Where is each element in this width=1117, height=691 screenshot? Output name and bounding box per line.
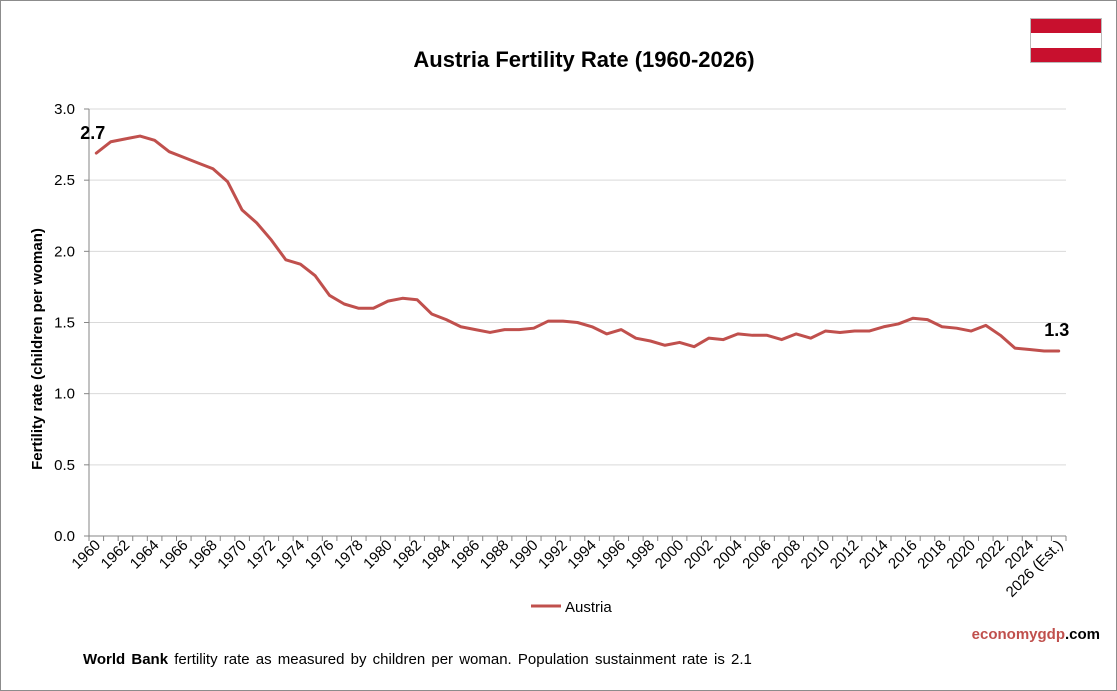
x-tick-label: 2002	[681, 537, 717, 573]
footnote-text: fertility rate as measured by children p…	[168, 651, 752, 668]
series-group	[94, 134, 1061, 353]
x-tick-label: 1994	[564, 537, 600, 573]
x-tick-label: 1972	[243, 537, 279, 573]
y-axis-label: Fertility rate (children per woman)	[29, 228, 46, 470]
x-tick-label: 1992	[535, 537, 571, 573]
x-tick-label: 1996	[593, 537, 629, 573]
x-tick-label: 2000	[652, 537, 688, 573]
x-tick-label: 1980	[360, 537, 396, 573]
x-tick-label: 1974	[273, 537, 309, 573]
x-tick-label: 2022	[973, 537, 1009, 573]
footnote-source: World Bank	[83, 651, 169, 668]
x-tick-label: 1988	[477, 537, 513, 573]
x-tick-label: 1964	[127, 537, 163, 573]
x-axis-ticks: 1960196219641966196819701972197419761978…	[68, 536, 1067, 601]
y-tick-label: 1.5	[54, 315, 75, 332]
start-value-label: 2.7	[80, 123, 105, 143]
y-tick-label: 3.0	[54, 101, 75, 118]
brand-logo[interactable]: economygdp.com	[972, 626, 1100, 643]
y-tick-label: 0.0	[54, 528, 75, 545]
x-tick-label: 2020	[943, 537, 979, 573]
x-tick-label: 1970	[214, 537, 250, 573]
x-tick-label: 2006	[739, 537, 775, 573]
legend-label-austria: Austria	[565, 599, 612, 616]
y-axis-ticks: 0.0 0.5 1.0 1.5 2.0 2.5 3.0	[54, 101, 89, 545]
x-tick-label: 1962	[98, 537, 134, 573]
x-tick-label: 2010	[798, 537, 834, 573]
x-tick-label: 1986	[448, 537, 484, 573]
legend: Austria	[531, 599, 612, 616]
x-tick-label: 2004	[710, 537, 746, 573]
brand-tld: .com	[1064, 626, 1100, 643]
x-tick-label: 1984	[418, 537, 454, 573]
austria-flag-icon	[1030, 18, 1102, 63]
brand-name: economygdp	[971, 626, 1065, 643]
x-tick-label: 1976	[302, 537, 338, 573]
x-tick-label: 2014	[856, 537, 892, 573]
x-tick-label: 1990	[506, 537, 542, 573]
x-tick-label: 2018	[914, 537, 950, 573]
flag-stripe-top	[1031, 19, 1101, 34]
flag-stripe-middle	[1031, 33, 1101, 48]
y-tick-label: 0.5	[54, 457, 75, 474]
x-tick-label: 2012	[827, 537, 863, 573]
x-tick-label: 1998	[623, 537, 659, 573]
x-tick-label: 2016	[885, 537, 921, 573]
footnote: World Bank fertility rate as measured by…	[83, 651, 752, 668]
y-tick-label: 1.0	[54, 386, 75, 403]
x-tick-label: 2008	[768, 537, 804, 573]
end-value-label: 1.3	[1044, 320, 1069, 340]
x-tick-label: 1968	[185, 537, 221, 573]
x-tick-label: 1978	[331, 537, 367, 573]
x-tick-label: 1982	[389, 537, 425, 573]
x-tick-label: 1966	[156, 537, 192, 573]
y-tick-label: 2.5	[54, 172, 75, 189]
flag-stripe-bottom	[1031, 47, 1101, 62]
chart-title: Austria Fertility Rate (1960-2026)	[413, 47, 754, 72]
y-tick-label: 2.0	[54, 243, 75, 260]
grid-lines	[89, 108, 1066, 466]
series-line-austria	[94, 134, 1061, 353]
